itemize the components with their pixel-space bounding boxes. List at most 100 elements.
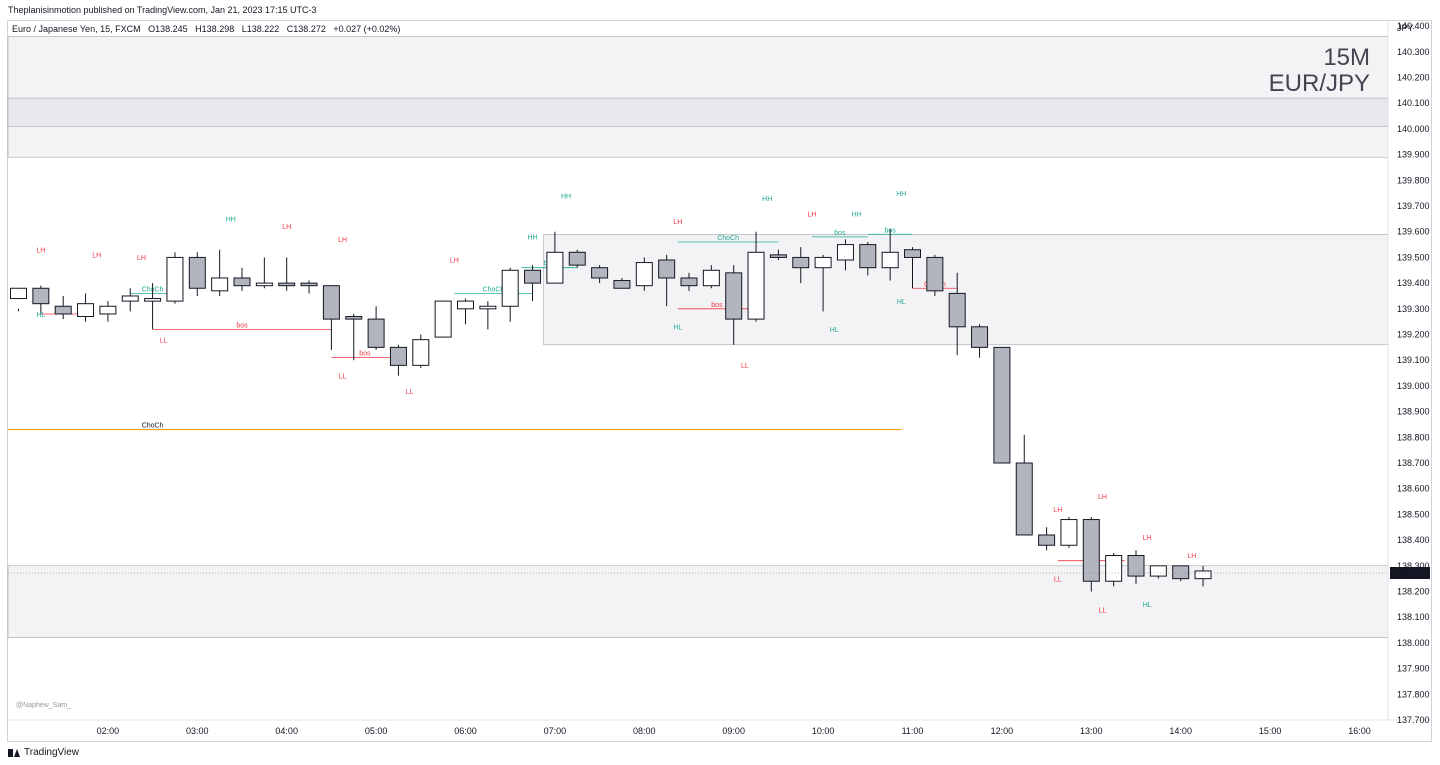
- swing-label-ll-8: LL: [339, 374, 347, 381]
- zone-2: [543, 234, 1389, 346]
- chart-frame[interactable]: [7, 20, 1432, 742]
- swing-label-lh-0: LH: [36, 247, 45, 254]
- candle-body-22: [501, 269, 519, 307]
- swing-label-lh-28: LH: [1187, 553, 1196, 560]
- symbol-legend[interactable]: Euro / Japanese Yen, 15, FXCM O138.245 H…: [12, 23, 405, 35]
- y-tick-label-22: 138.200: [1397, 587, 1430, 597]
- candle-body-48: [1082, 519, 1100, 582]
- x-tick-label-4: 06:00: [454, 726, 477, 736]
- candle-body-24: [546, 251, 564, 284]
- swing-label-hl-21: HL: [897, 299, 906, 306]
- candle-body-8: [188, 256, 206, 289]
- candle-body-33: [747, 251, 765, 320]
- swing-label-hl-1: HL: [36, 312, 45, 319]
- x-tick-label-11: 13:00: [1080, 726, 1103, 736]
- structure-label-8: bos: [834, 230, 846, 237]
- y-tick-label-24: 138.000: [1397, 638, 1430, 648]
- candle-body-14: [322, 285, 340, 320]
- candle-body-31: [702, 269, 720, 287]
- swing-label-hh-20: HH: [896, 191, 906, 198]
- swing-label-lh-2: LH: [92, 252, 101, 259]
- swing-label-hl-27: HL: [1143, 602, 1152, 609]
- y-tick-label-3: 140.100: [1397, 98, 1430, 108]
- zone-0: [7, 36, 1389, 158]
- y-tick-label-5: 139.900: [1397, 150, 1430, 160]
- x-tick-label-13: 15:00: [1259, 726, 1282, 736]
- swing-label-ll-23: LL: [1054, 577, 1062, 584]
- candle-body-38: [859, 244, 877, 269]
- swing-label-hh-11: HH: [527, 234, 537, 241]
- swing-label-lh-14: LH: [673, 219, 682, 226]
- candle-body-12: [278, 282, 296, 287]
- structure-label-2: bos: [236, 322, 248, 329]
- structure-label-4: ChoCh: [483, 286, 505, 293]
- y-tick-label-15: 138.900: [1397, 407, 1430, 417]
- y-tick-label-9: 139.500: [1397, 252, 1430, 262]
- candle-body-11: [255, 282, 273, 287]
- candle-body-21: [479, 305, 497, 310]
- y-tick-label-7: 139.700: [1397, 201, 1430, 211]
- candle-body-1: [32, 287, 50, 305]
- y-tick-label-2: 140.200: [1397, 73, 1430, 83]
- y-tick-label-11: 139.300: [1397, 304, 1430, 314]
- y-tick-label-19: 138.500: [1397, 509, 1430, 519]
- x-tick-label-2: 04:00: [275, 726, 298, 736]
- structure-label-6: ChoCh: [717, 235, 739, 242]
- price-change: +0.027 (+0.02%): [333, 24, 401, 34]
- candle-body-9: [211, 277, 229, 292]
- y-tick-label-16: 138.800: [1397, 432, 1430, 442]
- swing-label-hh-19: HH: [852, 211, 862, 218]
- y-tick-label-26: 137.800: [1397, 689, 1430, 699]
- footer-brand[interactable]: TradingView: [8, 746, 79, 760]
- candle-body-29: [658, 259, 676, 279]
- ohlc-close: C138.272: [286, 24, 326, 34]
- swing-label-ll-25: LL: [1099, 607, 1107, 614]
- candle-body-27: [613, 280, 631, 289]
- candle-body-10: [233, 277, 251, 287]
- candle-body-34: [769, 254, 787, 258]
- y-tick-label-23: 138.100: [1397, 612, 1430, 622]
- hline-label-0: ChoCh: [142, 423, 164, 430]
- candle-body-19: [434, 300, 452, 338]
- swing-label-hl-18: HL: [830, 327, 839, 334]
- candle-body-2: [54, 305, 72, 315]
- y-tick-label-17: 138.700: [1397, 458, 1430, 468]
- candle-body-17: [389, 346, 407, 366]
- x-tick-label-8: 10:00: [812, 726, 835, 736]
- instrument-name: Euro / Japanese Yen, 15, FXCM: [12, 24, 141, 34]
- ohlc-high: H138.298: [195, 24, 235, 34]
- candle-body-51: [1149, 565, 1167, 577]
- candle-body-26: [591, 267, 609, 279]
- author-credit: @Naphew_Sam_: [16, 702, 71, 709]
- candle-body-7: [166, 256, 184, 302]
- tradingview-logo-icon: [8, 749, 20, 757]
- candle-body-42: [948, 292, 966, 328]
- candle-body-5: [121, 295, 139, 302]
- structure-label-3: bos: [359, 351, 371, 358]
- swing-label-lh-6: LH: [282, 224, 291, 231]
- chart-watermark: 15M EUR/JPY: [1269, 45, 1370, 97]
- swing-label-hl-13: HL: [673, 325, 682, 332]
- x-tick-label-5: 07:00: [544, 726, 567, 736]
- y-tick-label-25: 137.900: [1397, 664, 1430, 674]
- candle-body-28: [635, 262, 653, 287]
- swing-label-lh-3: LH: [137, 255, 146, 262]
- y-tick-label-14: 139.000: [1397, 381, 1430, 391]
- currency-label: JPY: [1397, 23, 1414, 33]
- candle-body-45: [1015, 462, 1033, 536]
- swing-label-ll-15: LL: [741, 363, 749, 370]
- y-tick-label-1: 140.300: [1397, 47, 1430, 57]
- candle-body-36: [814, 256, 832, 269]
- swing-label-ll-4: LL: [160, 338, 168, 345]
- candle-body-23: [524, 269, 542, 284]
- swing-label-hh-16: HH: [762, 196, 772, 203]
- y-tick-label-0: 140.400: [1397, 21, 1430, 31]
- candle-body-43: [971, 326, 989, 348]
- x-tick-label-0: 02:00: [97, 726, 120, 736]
- swing-label-lh-26: LH: [1143, 535, 1152, 542]
- y-tick-label-21: 138.300: [1397, 561, 1430, 571]
- y-tick-label-8: 139.600: [1397, 227, 1430, 237]
- candle-body-6: [144, 298, 162, 302]
- x-tick-label-12: 14:00: [1169, 726, 1192, 736]
